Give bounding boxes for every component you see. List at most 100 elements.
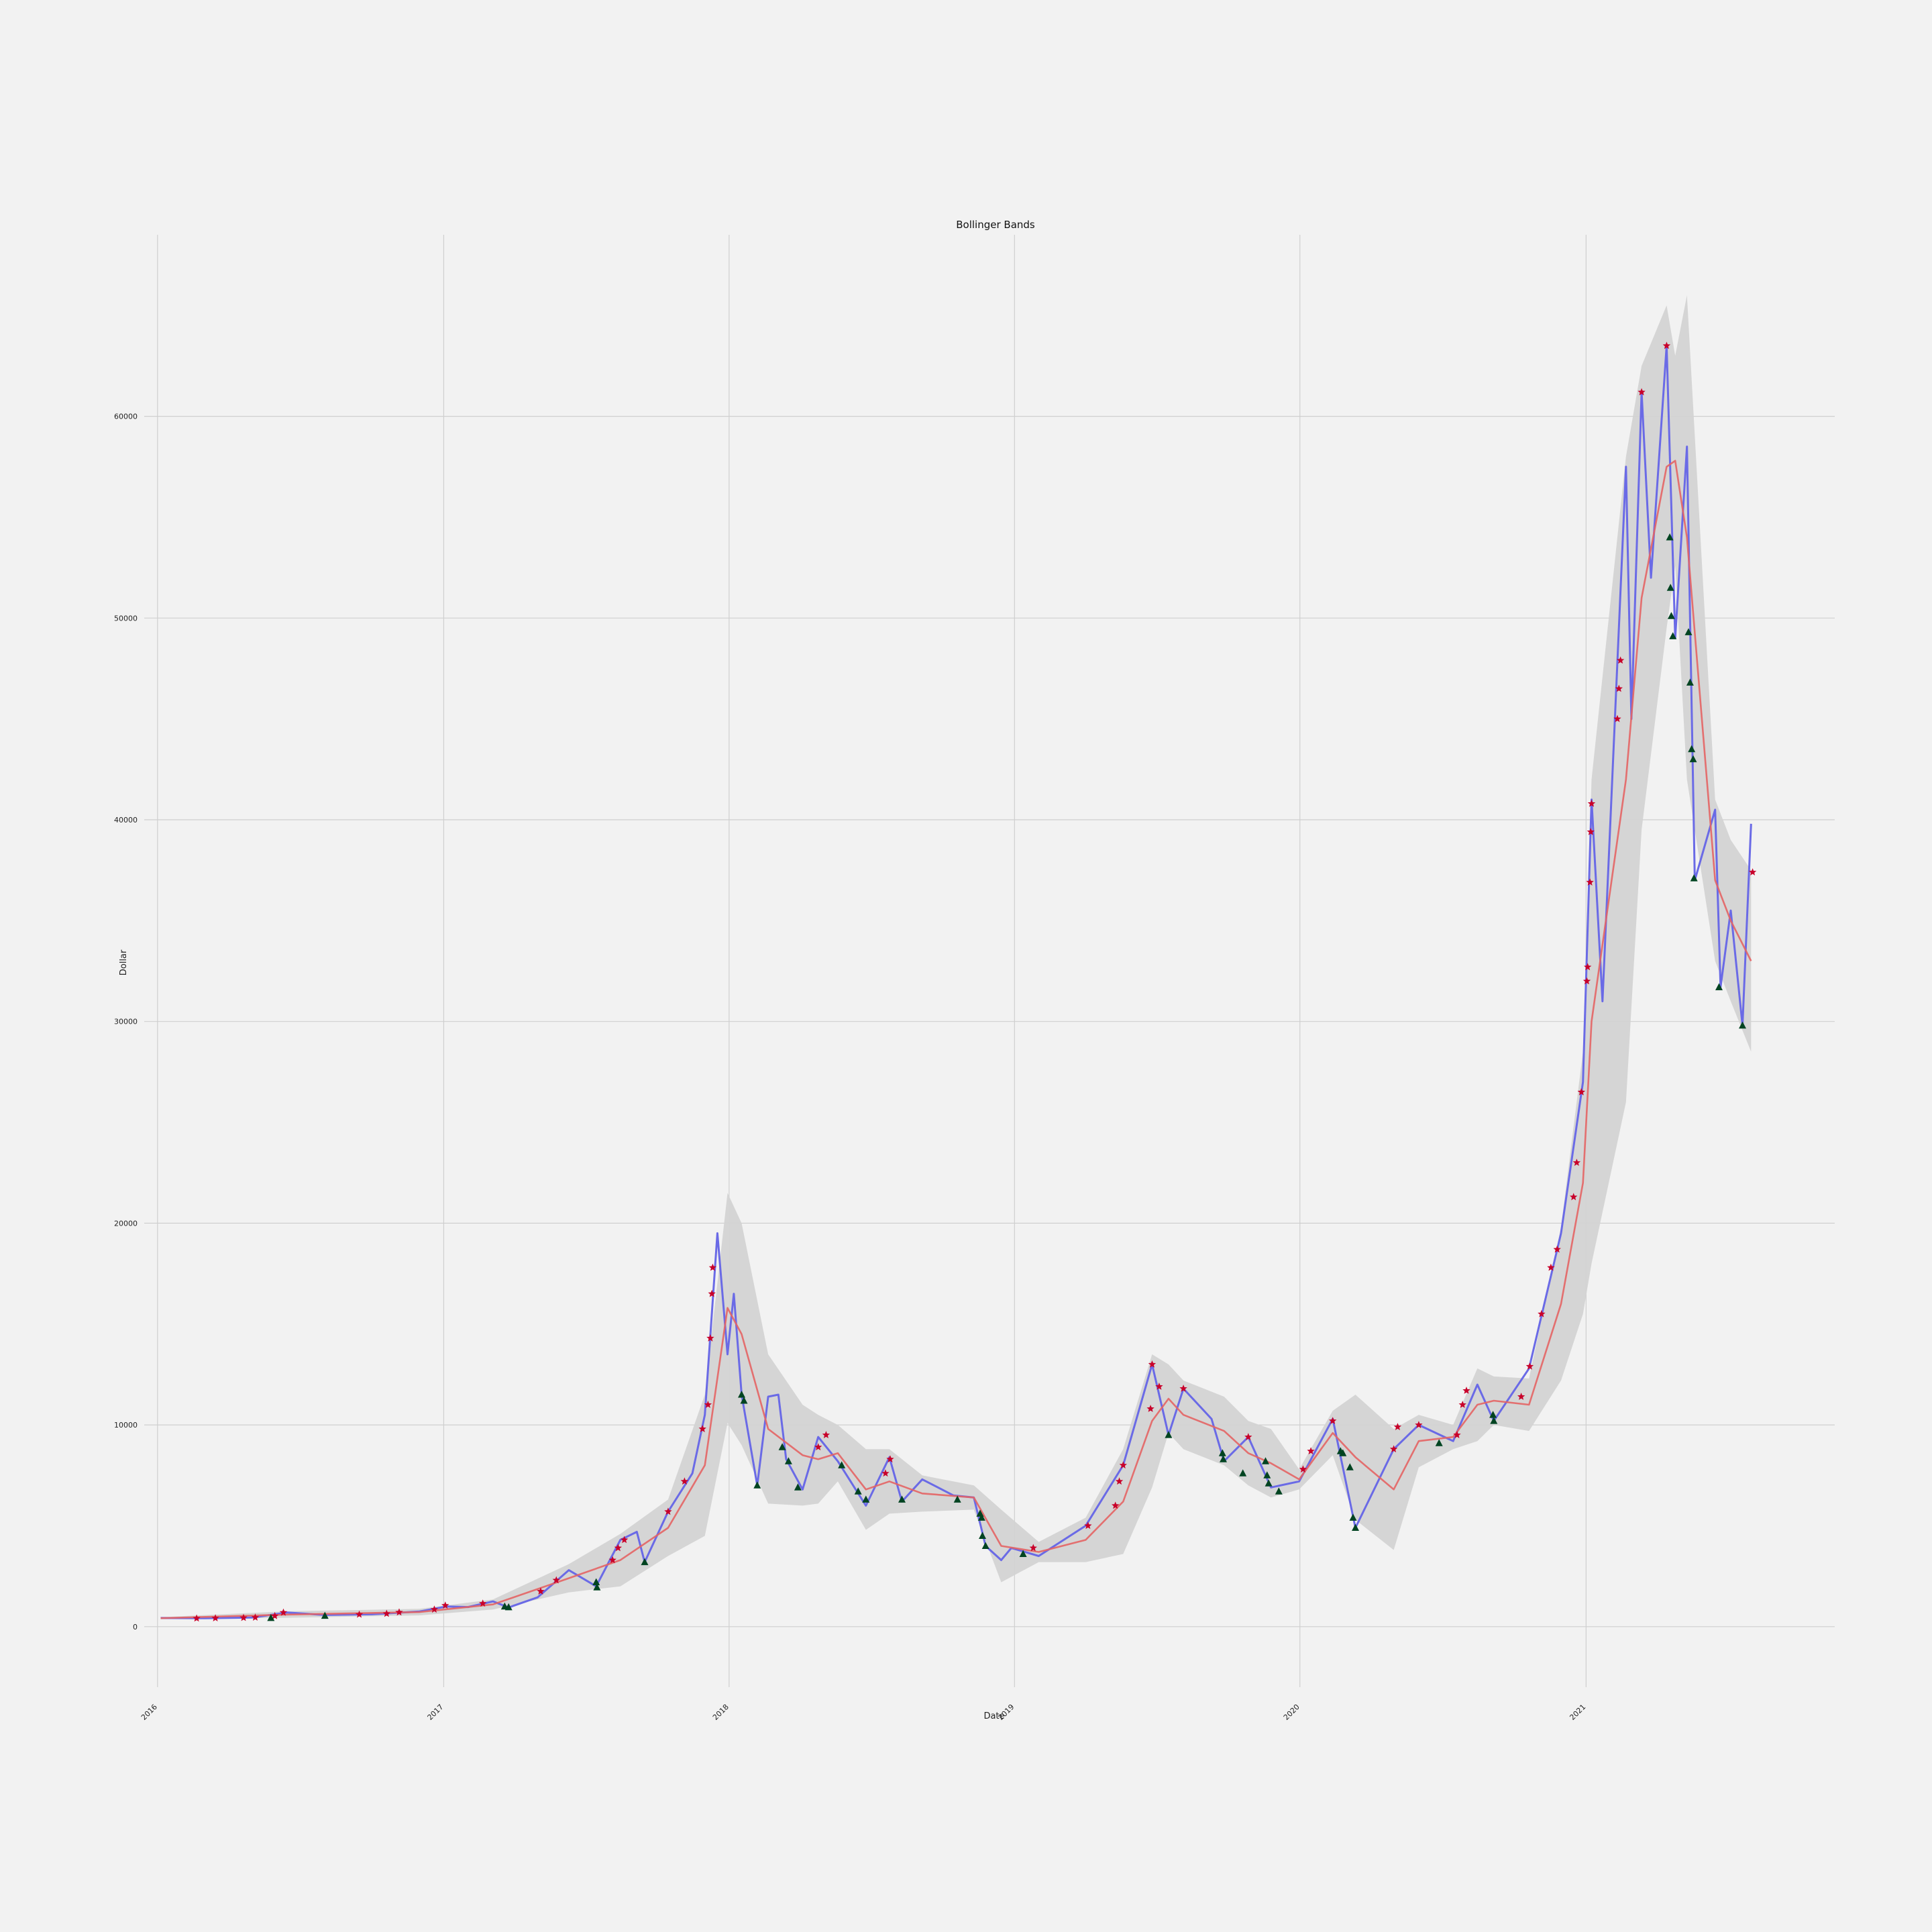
sell-marker — [1389, 1445, 1398, 1452]
sell-marker — [1584, 963, 1592, 971]
buy-marker — [1715, 983, 1723, 991]
buy-marker — [1352, 1523, 1359, 1531]
buy-marker — [1346, 1463, 1354, 1470]
sell-marker — [1525, 1362, 1534, 1370]
sell-marker — [1115, 1477, 1124, 1485]
buy-marker — [1218, 1449, 1226, 1456]
sell-marker — [1029, 1544, 1037, 1552]
y-tick-label: 50000 — [114, 614, 138, 623]
sell-marker — [1155, 1383, 1163, 1390]
sell-marker — [706, 1334, 714, 1342]
sell-marker — [239, 1613, 248, 1621]
sell-marker — [680, 1477, 689, 1485]
sell-marker — [1616, 656, 1625, 664]
sell-marker — [1458, 1401, 1466, 1408]
series-lines — [160, 344, 1752, 1619]
sell-marker — [1462, 1387, 1470, 1394]
sell-marker — [1393, 1423, 1402, 1430]
sell-marker — [608, 1556, 616, 1564]
sell-marker — [270, 1611, 279, 1619]
sell-marker — [1179, 1385, 1187, 1392]
buy-marker — [1019, 1550, 1027, 1557]
sell-marker — [211, 1614, 219, 1621]
sell-marker — [355, 1610, 364, 1618]
buy-marker — [862, 1495, 870, 1503]
sell-marker — [251, 1613, 260, 1621]
buy-marker — [854, 1487, 862, 1495]
sell-marker — [1586, 878, 1594, 886]
grid — [144, 235, 1835, 1687]
buy-marker — [1339, 1449, 1347, 1456]
price-line — [160, 344, 1752, 1619]
sell-marker — [1587, 800, 1596, 807]
buy-marker — [898, 1495, 906, 1503]
sell-marker — [614, 1544, 623, 1552]
sell-marker — [382, 1609, 390, 1617]
sell-marker — [1244, 1433, 1252, 1440]
sell-marker — [708, 1263, 717, 1271]
buy-marker — [267, 1613, 275, 1621]
sell-marker — [479, 1599, 487, 1607]
y-tick-label: 30000 — [114, 1018, 138, 1026]
buy-marker — [1239, 1469, 1247, 1477]
sell-marker — [430, 1605, 439, 1613]
buy-marker — [838, 1461, 846, 1468]
buy-marker — [593, 1583, 601, 1591]
buy-marker — [1262, 1457, 1269, 1464]
sell-marker — [1119, 1461, 1127, 1469]
sell-marker — [1553, 1245, 1561, 1253]
buy-marker — [1490, 1417, 1498, 1424]
buy-marker — [977, 1513, 985, 1521]
sell-marker — [881, 1469, 890, 1477]
sell-marker — [886, 1455, 894, 1463]
x-tick-label: 2017 — [426, 1703, 445, 1722]
x-tick-label: 2016 — [140, 1703, 159, 1722]
buy-marker — [592, 1578, 600, 1586]
sell-marker — [664, 1507, 672, 1515]
sell-marker — [1572, 1159, 1581, 1166]
chart-title: Bollinger Bands — [956, 219, 1035, 231]
buy-marker — [1165, 1431, 1173, 1438]
sell-marker — [1299, 1465, 1307, 1473]
sell-marker — [537, 1587, 545, 1595]
buy-marker — [1263, 1471, 1271, 1479]
sell-marker — [1615, 684, 1623, 692]
x-tick-label: 2018 — [711, 1703, 731, 1722]
sell-marker — [1547, 1263, 1555, 1271]
buy-marker — [1435, 1439, 1443, 1446]
sell-marker — [1146, 1405, 1155, 1412]
sell-marker — [1084, 1521, 1092, 1529]
buy-marker — [1666, 584, 1674, 591]
sell-marker — [1148, 1360, 1157, 1368]
buy-marker — [504, 1603, 513, 1611]
buy-marker — [1666, 533, 1674, 541]
bollinger-band — [160, 295, 1752, 1619]
sell-marker — [1415, 1421, 1423, 1428]
y-tick-label: 10000 — [114, 1421, 138, 1430]
sell-marker — [193, 1614, 201, 1622]
sma-line — [160, 460, 1752, 1619]
sell-marker — [1112, 1501, 1120, 1509]
sell-marker — [395, 1608, 403, 1616]
buy-marker — [1669, 632, 1677, 639]
x-tick-label: 2021 — [1568, 1703, 1587, 1722]
buy-marker — [321, 1611, 329, 1619]
sell-marker — [552, 1576, 560, 1584]
sell-marker — [1538, 1309, 1546, 1318]
buy-marker — [1275, 1487, 1283, 1495]
x-tick-label: 2020 — [1282, 1703, 1301, 1722]
band-area — [160, 295, 1752, 1619]
buy-marker — [981, 1542, 989, 1549]
y-tick-label: 0 — [133, 1623, 138, 1631]
sell-marker — [698, 1425, 706, 1432]
buy-marker — [1667, 612, 1675, 619]
sell-marker — [1577, 1088, 1586, 1095]
buy-marker — [1684, 628, 1693, 635]
sell-marker — [1453, 1431, 1461, 1438]
sell-marker — [1662, 341, 1671, 350]
sell-marker — [704, 1401, 712, 1408]
sell-marker — [822, 1431, 830, 1438]
sell-marker — [621, 1536, 629, 1544]
sell-marker — [1307, 1447, 1315, 1454]
